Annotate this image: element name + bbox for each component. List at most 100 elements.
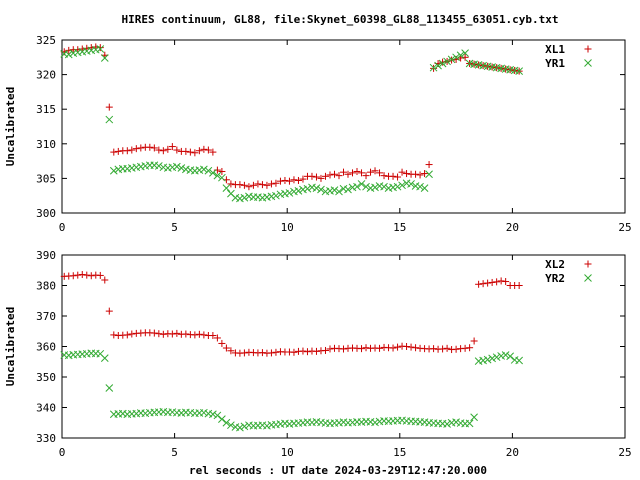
data-point <box>200 165 208 174</box>
x-tick-label: 20 <box>506 221 519 234</box>
data-point <box>105 115 114 124</box>
data-point <box>195 330 203 338</box>
data-point <box>272 348 280 356</box>
data-point-d2 <box>204 409 213 418</box>
data-point <box>105 307 113 315</box>
x-tick-label: 0 <box>59 446 66 459</box>
data-point <box>376 344 384 352</box>
data-point-d2 <box>443 57 451 66</box>
data-point-d2 <box>488 354 496 363</box>
data-point-d2 <box>200 408 208 417</box>
data-point <box>249 181 257 189</box>
data-point <box>479 280 487 288</box>
y-tick-label: 380 <box>36 280 56 293</box>
data-point <box>204 166 213 175</box>
data-point <box>240 349 248 357</box>
data-point <box>475 280 483 288</box>
data-point-d2 <box>64 50 73 59</box>
data-point-d2 <box>452 418 460 426</box>
data-point <box>389 172 397 180</box>
data-point <box>362 182 370 191</box>
data-point-d2 <box>317 418 325 427</box>
data-point <box>488 278 496 286</box>
data-point-d2 <box>258 421 267 430</box>
data-point <box>353 167 361 175</box>
data-point <box>200 145 208 153</box>
data-point <box>290 348 298 356</box>
legend-marker-d2 <box>584 59 592 67</box>
data-point <box>380 182 388 191</box>
data-point <box>209 169 217 177</box>
data-point <box>344 170 352 178</box>
data-point <box>168 330 176 338</box>
data-point-d2 <box>330 186 339 195</box>
legend-label: XL2 <box>545 258 565 271</box>
data-point <box>110 331 118 339</box>
data-point <box>353 182 361 191</box>
data-point-d2 <box>105 115 114 124</box>
data-point <box>407 180 415 188</box>
data-point <box>263 421 271 430</box>
data-point <box>335 172 343 180</box>
data-point-d2 <box>407 180 415 188</box>
data-point-d2 <box>209 410 217 419</box>
data-point <box>172 162 181 171</box>
data-point-d2 <box>272 191 280 200</box>
data-point <box>465 419 474 428</box>
data-point <box>245 183 253 191</box>
data-point <box>349 169 357 177</box>
data-point <box>380 172 388 180</box>
data-point <box>267 349 275 357</box>
data-point-d2 <box>461 49 469 58</box>
data-point <box>452 418 460 426</box>
data-point <box>267 180 275 188</box>
data-point-d2 <box>204 166 213 175</box>
data-point <box>227 347 235 355</box>
data-point-d2 <box>483 62 492 71</box>
data-point <box>87 272 95 280</box>
data-point-d2 <box>510 66 519 75</box>
legend-label: YR1 <box>545 57 565 70</box>
data-point-d2 <box>312 417 321 426</box>
bottom-panel: 0 5 10 15 20 25 330 340 350 360 370 380 390 Uncalibra… <box>4 249 632 459</box>
data-point <box>159 147 167 155</box>
data-point-d2 <box>398 416 406 425</box>
chart-title: HIRES continuum, GL88, file:Skynet_60398… <box>121 13 558 26</box>
data-point-d2 <box>222 184 231 192</box>
data-point <box>371 183 379 192</box>
data-point <box>236 423 244 432</box>
data-point-d2 <box>150 161 159 170</box>
data-point-d2 <box>353 182 361 191</box>
data-point <box>470 337 478 345</box>
data-point <box>64 50 73 59</box>
data-point <box>182 147 190 155</box>
data-point <box>317 174 325 182</box>
data-point <box>340 345 347 353</box>
data-point <box>340 168 347 176</box>
data-point <box>128 330 136 338</box>
data-point <box>344 185 352 194</box>
x-tick-label: 15 <box>393 221 406 234</box>
data-point <box>299 175 307 183</box>
data-point <box>412 170 420 178</box>
data-point <box>312 184 321 192</box>
data-point <box>497 352 505 360</box>
data-point <box>110 148 118 156</box>
legend-marker <box>584 59 592 67</box>
data-point-d2 <box>281 419 289 428</box>
data-point <box>493 278 501 286</box>
data-point-d2 <box>308 183 316 192</box>
legend-marker <box>584 274 592 282</box>
data-point-d2 <box>492 63 501 72</box>
data-point <box>358 345 366 353</box>
data-point-d2 <box>245 192 253 201</box>
data-point <box>177 164 186 172</box>
data-point <box>308 172 316 180</box>
data-point <box>182 330 190 338</box>
data-point-d2 <box>501 351 510 359</box>
data-point <box>137 144 145 152</box>
data-point <box>155 146 163 154</box>
data-point <box>452 53 460 62</box>
data-point <box>200 408 208 417</box>
